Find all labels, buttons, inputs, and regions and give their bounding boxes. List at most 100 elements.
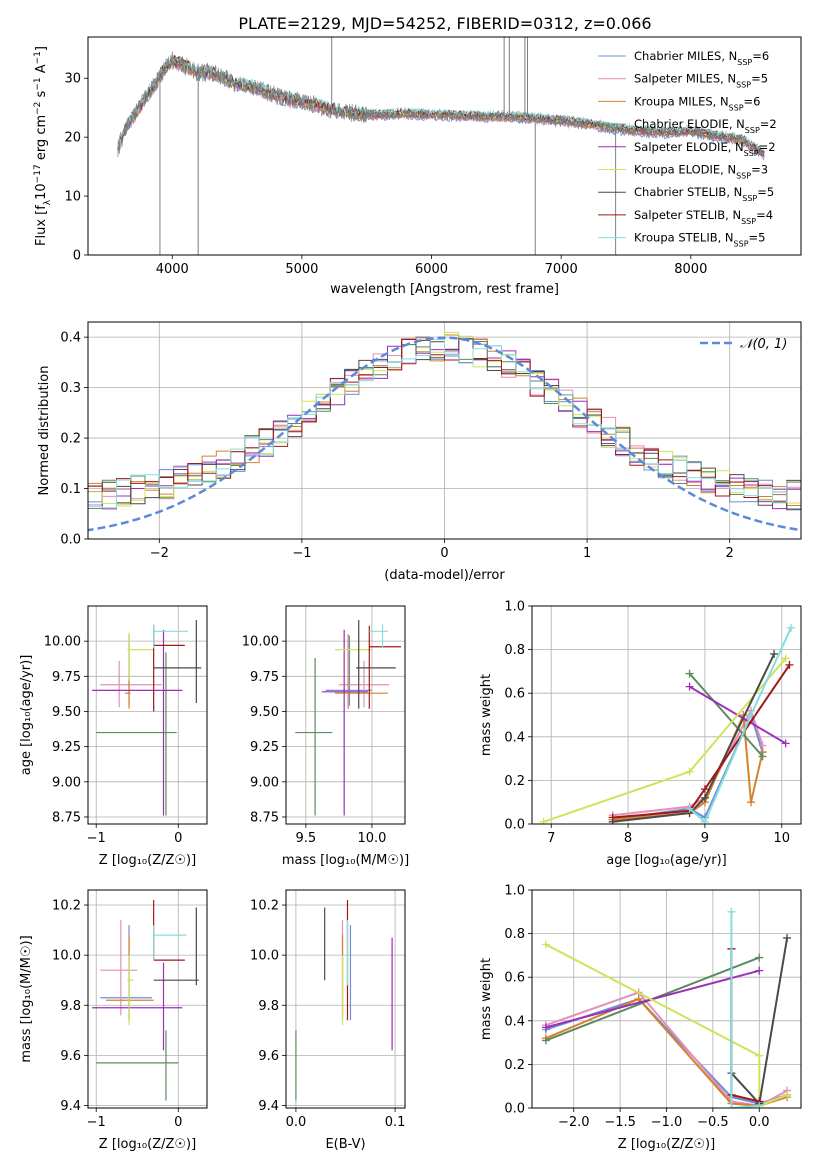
x-tick-label: 5000	[285, 262, 318, 277]
y-label-part: 10	[34, 183, 49, 200]
errorbar-chabrier_elodie	[96, 652, 177, 816]
weight-marker-kroupa_elodie	[685, 767, 694, 776]
weight-marker-chabrier_elodie	[758, 752, 767, 761]
legend-sub: SSP	[741, 216, 756, 225]
errorbar-kroupa_stelib	[153, 925, 187, 961]
y-label-part: erg cm	[34, 115, 49, 164]
errorbar-kroupa_elodie	[334, 632, 372, 681]
y-label-part: ]	[34, 46, 49, 51]
ticks: 9.5 10.0 8.75 9.00 9.25 9.50 9.75 10.00	[242, 635, 387, 846]
axes-frame	[285, 889, 406, 1109]
y-label-part: Flux [f	[34, 205, 49, 246]
errorbar-chabrier_stelib	[153, 907, 199, 986]
ticks: 0.0 0.1 9.4 9.6 9.8 10.0 10.2	[250, 899, 405, 1130]
errorbar-kroupa_elodie	[127, 632, 154, 681]
errorbar-chabrier_miles	[325, 635, 372, 706]
weight-marker-kroupa_stelib	[685, 804, 694, 813]
legend-name: Chabrier ELODIE, N	[634, 117, 745, 131]
y-tick-label: 0.3	[60, 381, 81, 396]
weight-marker-chabrier_elodie	[541, 1036, 550, 1045]
legend-entry-salpeter_elodie: Salpeter ELODIE, NSSP=2	[634, 140, 776, 158]
x-tick-label: −1	[87, 1115, 106, 1130]
errorbar-salpeter_miles	[100, 920, 138, 1016]
model-spectrum-kroupa_stelib	[117, 55, 765, 152]
histogram-kroupa_stelib	[88, 339, 801, 509]
legend-name: Salpeter ELODIE, N	[634, 140, 744, 154]
x-tick-label: 8	[624, 831, 632, 846]
histograms	[88, 332, 801, 532]
y-axis-label: age [log₁₀(age/yr)]	[19, 655, 34, 776]
errorbar-chabrier_elodie	[96, 1030, 179, 1101]
axes-frame	[531, 605, 802, 825]
legend-sub: SSP	[729, 103, 744, 112]
error-bars	[92, 900, 199, 1101]
grid	[88, 606, 207, 824]
panel-weight-vs-Z: −2.0 −1.5 −1.0 −0.5 0.0 0.0 0.2 0.4 0.6 0.8 1.0 Z […	[479, 884, 802, 1152]
x-axis-label: E(B-V)	[325, 1137, 365, 1152]
weight-marker-kroupa_elodie	[783, 1090, 792, 1099]
data-spectrum	[117, 51, 765, 156]
x-tick-label: 9.5	[295, 831, 316, 846]
x-tick-label: 0.1	[385, 1115, 406, 1130]
y-label-part: λ	[43, 199, 53, 205]
y-tick-label: 1.0	[504, 884, 525, 899]
y-tick-label: 0.8	[504, 643, 525, 658]
panel-mass-vs-Z: −1 0 9.4 9.6 9.8 10.0 10.2 Z [log₁₀(Z/Z☉)] mass …	[19, 889, 208, 1152]
y-tick-label: 9.8	[60, 999, 81, 1014]
y-tick-label: 10.00	[44, 635, 81, 650]
weight-marker-kroupa_elodie	[755, 1051, 764, 1060]
error-bars	[295, 900, 393, 1101]
axes-frame	[87, 36, 802, 256]
errorbar-chabrier_elodie	[295, 658, 333, 816]
x-tick-label: 10	[774, 831, 791, 846]
ticks: −1 0 9.4 9.6 9.8 10.0 10.2	[52, 899, 182, 1130]
errorbar-salpeter_elodie	[321, 629, 368, 816]
legend-sub: SSP	[745, 126, 760, 135]
weight-marker-kroupa_miles	[747, 798, 756, 807]
x-tick-label: 0	[174, 1115, 182, 1130]
y-tick-label: 0.2	[504, 774, 525, 789]
legend-name: Kroupa ELODIE, N	[634, 163, 736, 177]
y-tick-label: 0.4	[60, 331, 81, 346]
weight-marker-salpeter_stelib	[608, 813, 617, 822]
spectrum-lines	[117, 37, 765, 255]
histogram-salpeter_stelib	[88, 338, 801, 502]
y-tick-label: 1.0	[504, 600, 525, 615]
weight-marker-salpeter_elodie	[755, 966, 764, 975]
y-tick-label: 9.6	[258, 1049, 279, 1064]
y-axis-label: mass weight	[479, 674, 494, 756]
legend-name: Chabrier STELIB, N	[634, 185, 742, 199]
errorbar-chabrier_stelib	[356, 620, 396, 709]
y-label-part: s	[34, 90, 49, 101]
legend-name: Salpeter MILES, N	[634, 72, 736, 86]
weight-marker-salpeter_stelib	[700, 785, 709, 794]
errorbar-kroupa_elodie	[127, 955, 134, 1026]
x-tick-label: 8000	[674, 262, 707, 277]
x-tick-label: 10.0	[357, 831, 386, 846]
weight-line-kroupa_stelib	[688, 627, 792, 824]
legend-name: Salpeter STELIB, N	[634, 208, 741, 222]
errorbar-salpeter_stelib	[153, 900, 185, 961]
errorbar-chabrier_stelib	[153, 620, 202, 704]
y-tick-label: 9.75	[250, 670, 279, 685]
legend-entry-chabrier_stelib: Chabrier STELIB, NSSP=5	[634, 185, 774, 203]
legend-value: =2	[759, 140, 776, 154]
legend-value: =5	[749, 231, 766, 245]
x-tick-label: −2.0	[558, 1115, 590, 1130]
weight-line-kroupa_elodie	[545, 943, 788, 1108]
y-axis-label: mass weight	[479, 958, 494, 1040]
x-tick-label: 7000	[545, 262, 578, 277]
y-tick-label: 20	[64, 131, 81, 146]
axes-frame	[87, 889, 208, 1109]
weight-marker-kroupa_elodie	[781, 654, 790, 663]
y-tick-label: 0.6	[504, 971, 525, 986]
weight-marker-salpeter_elodie	[781, 739, 790, 748]
errorbar-kroupa_miles	[334, 634, 388, 709]
errorbar-salpeter_miles	[100, 660, 162, 708]
x-axis-label: Z [log₁₀(Z/Z☉)]	[618, 1137, 715, 1152]
x-tick-label: 6000	[415, 262, 448, 277]
y-tick-label: 8.75	[250, 810, 279, 825]
y-label-part: −1	[33, 51, 43, 64]
ticks: 4000 5000 6000 7000 8000 0 10 20 30	[64, 72, 707, 277]
